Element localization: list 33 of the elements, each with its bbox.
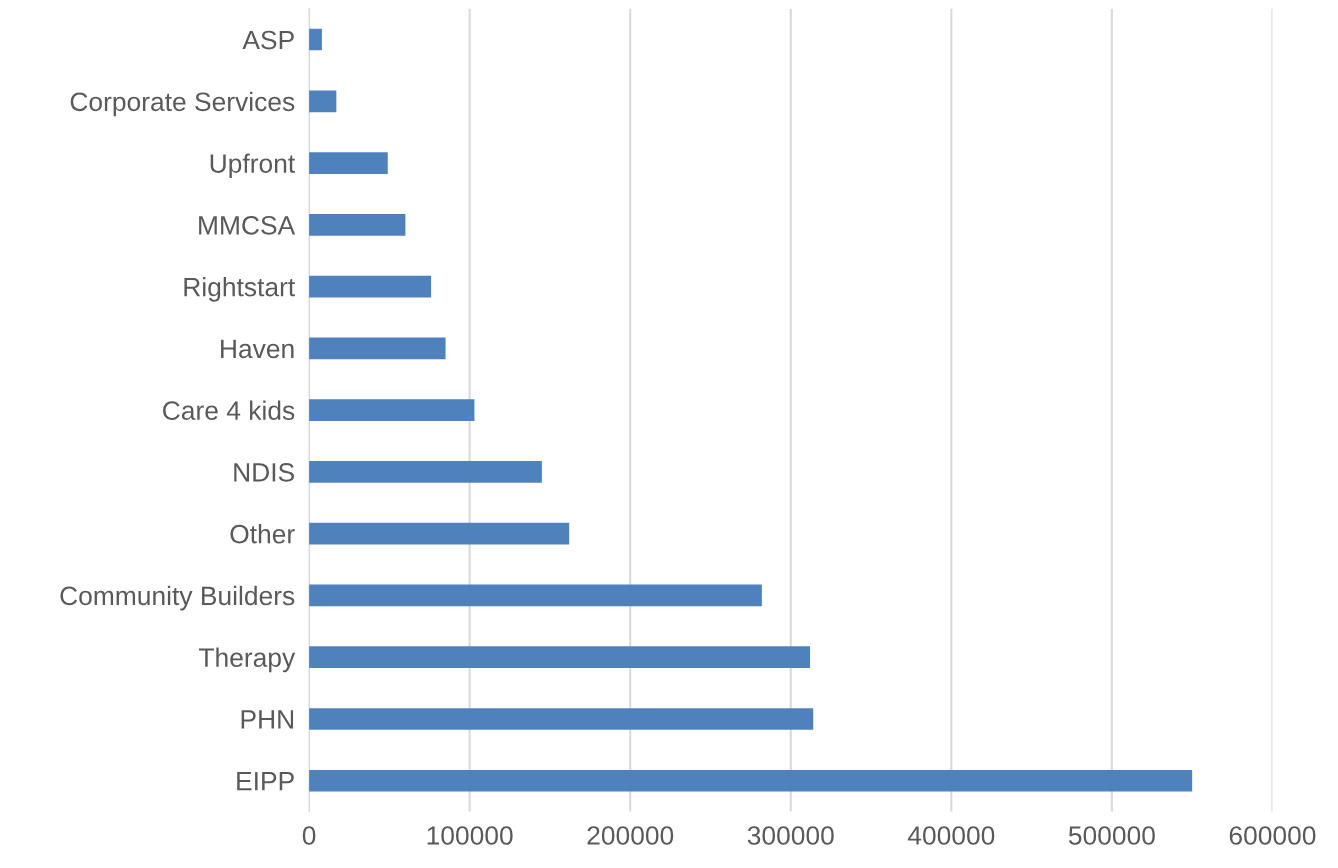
y-tick-label: Rightstart	[184, 277, 295, 302]
x-tick-label: 500000	[1068, 826, 1155, 845]
y-tick-label: Corporate Services	[70, 91, 295, 117]
bar	[309, 584, 762, 607]
bar	[309, 708, 814, 730]
y-tick-label: PHN	[241, 710, 294, 729]
y-tick-label: Therapy	[198, 647, 296, 673]
bar	[309, 769, 1193, 792]
bar	[309, 337, 446, 360]
y-tick-label: Upfront	[210, 153, 295, 179]
bar	[309, 152, 388, 174]
x-tick-label: 200000	[587, 826, 674, 845]
bar	[309, 646, 811, 668]
x-tick-label: 0	[302, 826, 316, 845]
bar	[309, 90, 337, 113]
bar	[309, 28, 322, 51]
bar	[309, 461, 542, 483]
bar	[309, 214, 406, 236]
y-tick-label: EIPP	[237, 772, 294, 791]
x-tick-label: 300000	[747, 826, 834, 845]
y-tick-label: Care 4 kids	[163, 400, 295, 420]
y-tick-label: Community Builders	[60, 585, 295, 611]
bar	[309, 399, 475, 421]
bar	[309, 522, 570, 545]
bar	[309, 275, 432, 298]
x-tick-label: 100000	[427, 826, 513, 845]
x-tick-label: 600000	[1229, 826, 1316, 845]
x-tick-label: 400000	[907, 826, 995, 845]
y-tick-label: Other	[230, 524, 295, 544]
y-tick-label: ASP	[242, 30, 294, 50]
y-tick-label: NDIS	[234, 463, 294, 482]
y-tick-label: Haven	[221, 339, 294, 359]
y-tick-label: MMCSA	[199, 215, 296, 235]
